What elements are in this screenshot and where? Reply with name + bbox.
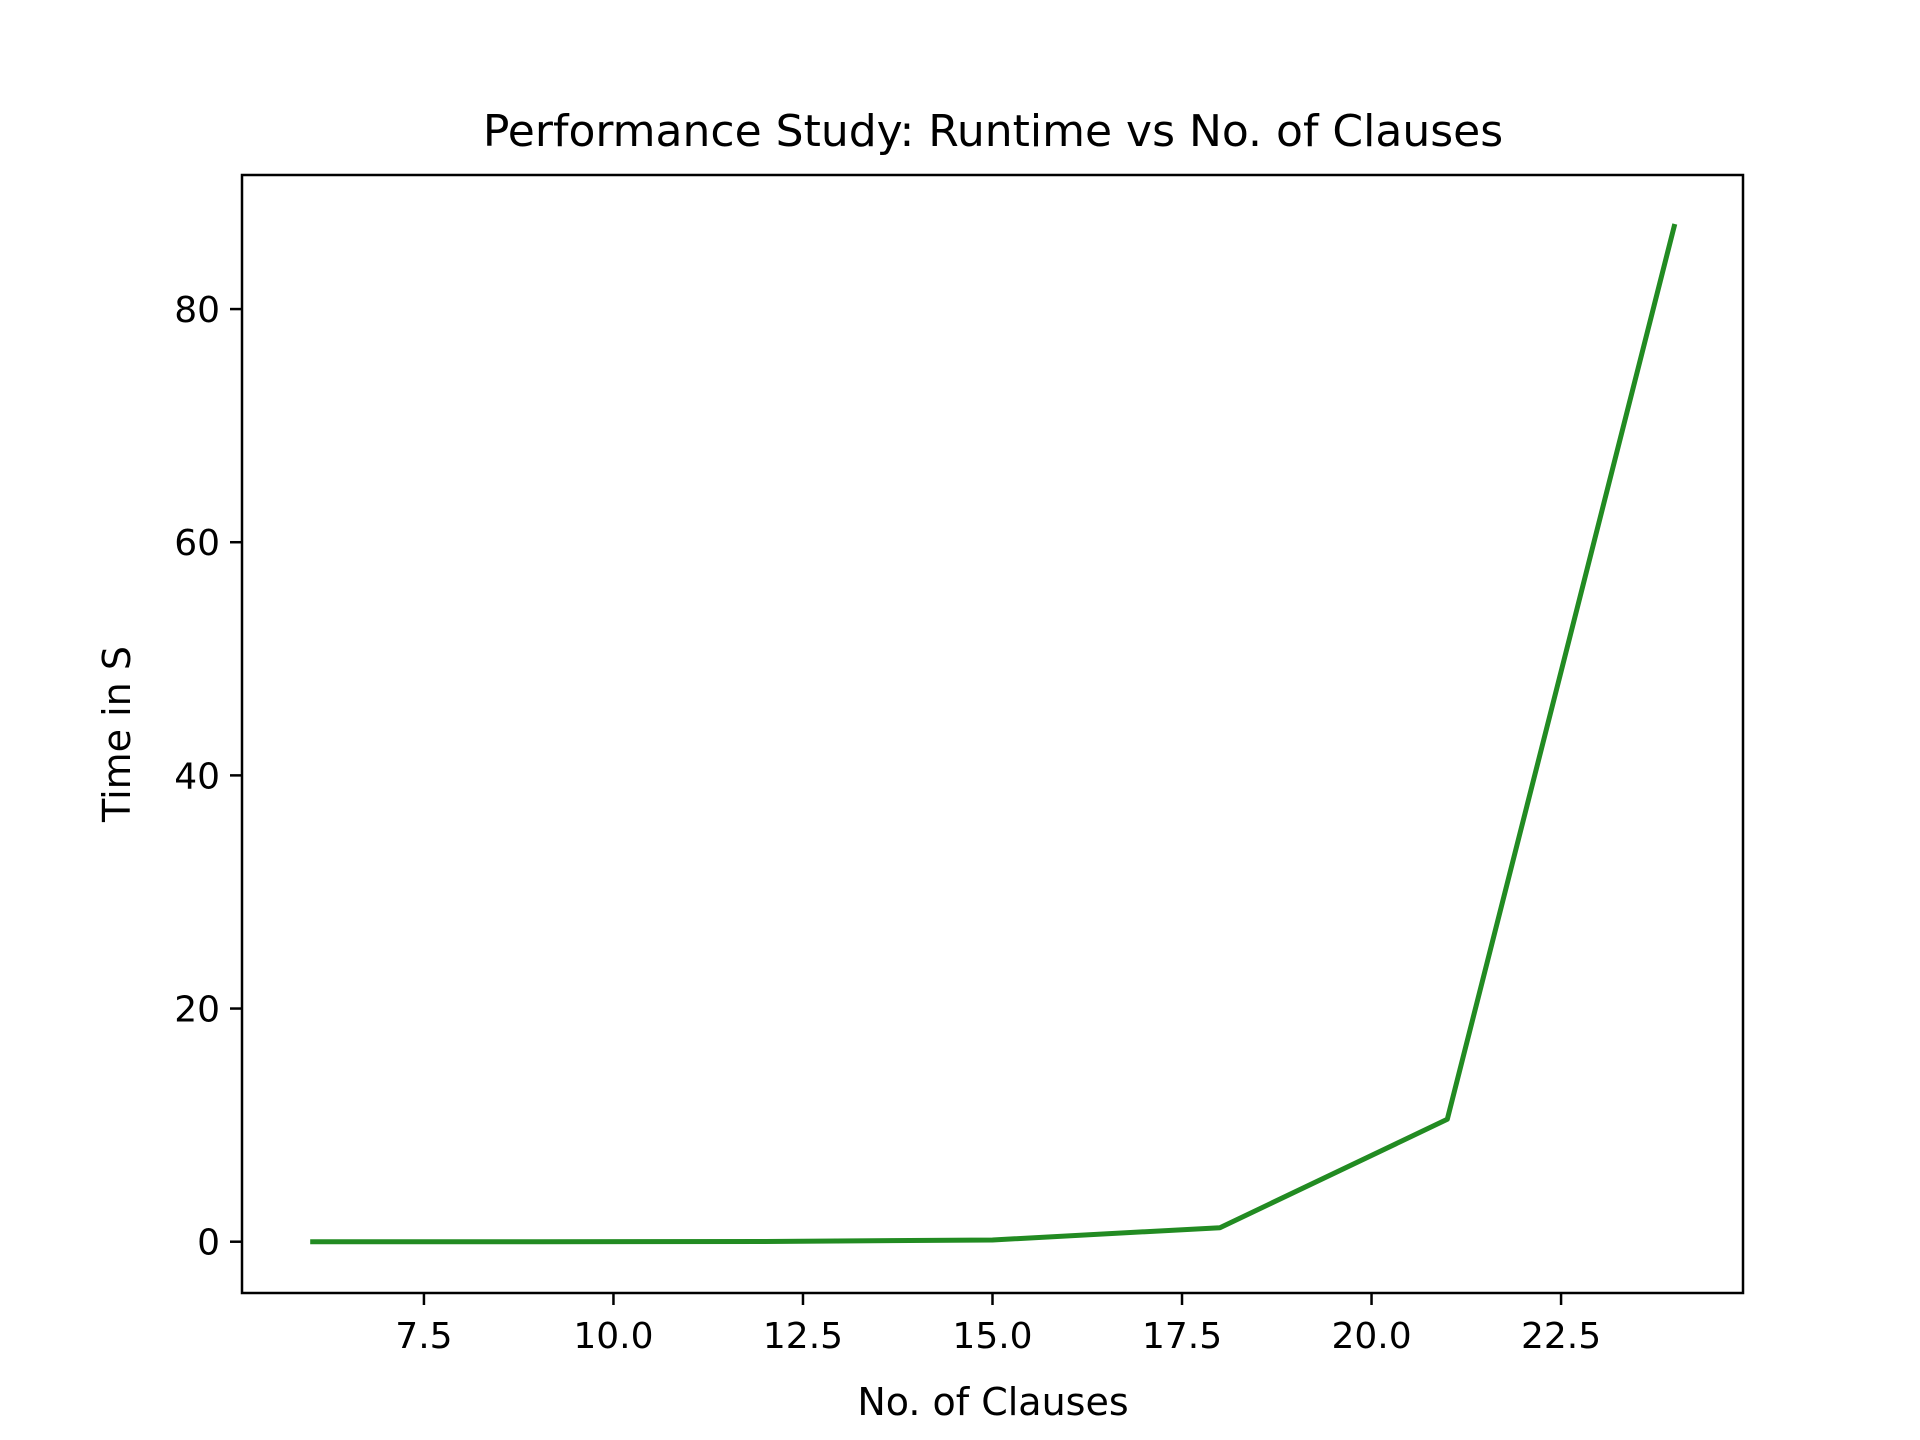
y-tick-label: 20 [174,990,220,1031]
x-tick-label: 22.5 [1521,1316,1601,1357]
axes-frame [240,173,1745,1295]
y-tick-label: 40 [174,756,220,797]
y-axis-label: Time in S [95,646,139,823]
plot-area [310,223,1678,1245]
x-axis-ticks: 7.5 10.0 12.5 15.0 17.5 20.0 22.5 [395,1293,1601,1357]
chart-title: Performance Study: Runtime vs No. of Cla… [483,106,1503,157]
x-tick-label: 17.5 [1142,1316,1222,1357]
x-tick-label: 12.5 [763,1316,843,1357]
x-tick-label: 20.0 [1331,1316,1411,1357]
x-axis-label: No. of Clauses [857,1380,1128,1424]
x-tick-label: 15.0 [952,1316,1032,1357]
x-tick-label: 10.0 [573,1316,653,1357]
series-line [310,223,1678,1245]
y-tick-label: 80 [174,290,220,331]
y-tick-label: 0 [197,1223,220,1264]
x-tick-label: 7.5 [395,1316,452,1357]
y-axis-ticks: 0 20 40 60 80 [174,290,242,1264]
y-tick-label: 60 [174,523,220,564]
